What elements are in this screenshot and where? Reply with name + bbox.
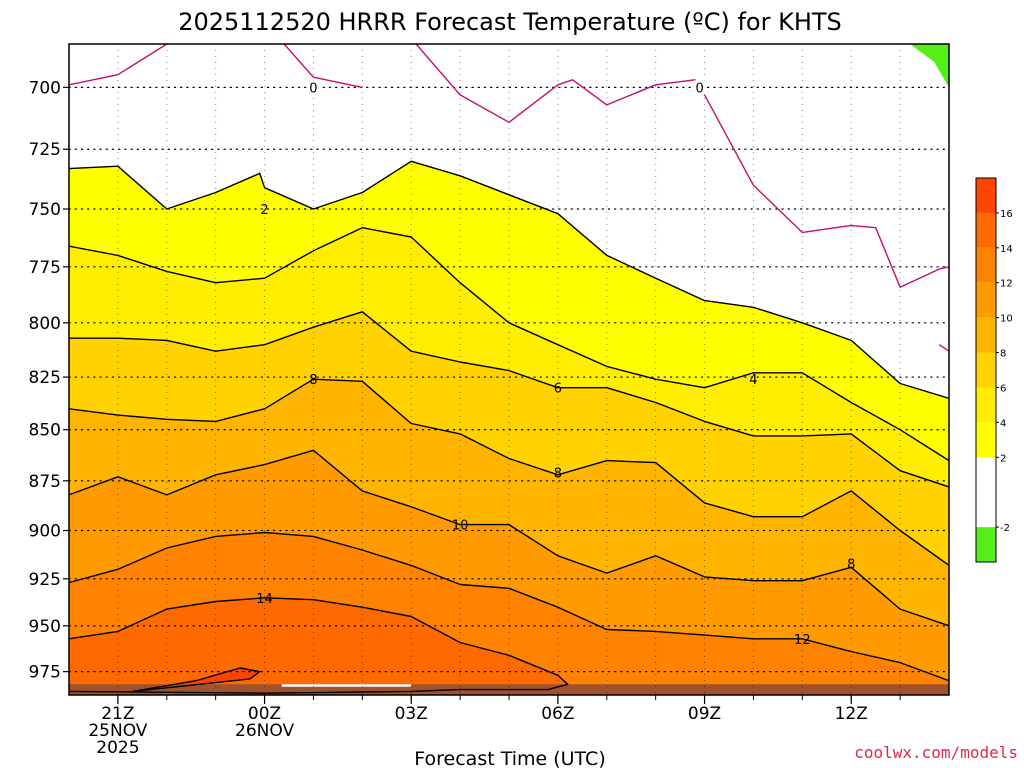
chart-title: 2025112520 HRRR Forecast Temperature (ºC…	[178, 8, 842, 36]
y-tick-label: 725	[29, 140, 61, 160]
contour-label: 14	[256, 592, 273, 607]
colorbar-swatch	[976, 422, 996, 458]
colorbar-swatch	[976, 247, 996, 283]
y-tick-label: 825	[29, 368, 61, 388]
x-tick-label: 26NOV	[235, 721, 294, 741]
temperature-fills	[69, 44, 949, 695]
contour-line	[132, 667, 261, 693]
colorbar-tick-label: 6	[1000, 383, 1006, 394]
contour-label: 8	[309, 373, 317, 388]
colorbar-swatch	[976, 527, 996, 562]
contour-label: 4	[749, 373, 757, 388]
colorbar-tick-label: 4	[1000, 418, 1006, 429]
contour-label: 8	[554, 467, 562, 482]
y-tick-label: 800	[29, 314, 61, 334]
contour-line	[69, 226, 949, 462]
contour-label: 0	[696, 81, 704, 96]
contour-line	[69, 311, 949, 488]
x-axis-label: Forecast Time (UTC)	[414, 748, 605, 768]
credit-text: coolwx.com/models	[854, 743, 1018, 762]
colorbar-tick-label: 12	[1000, 279, 1013, 290]
contour-line	[69, 378, 949, 566]
y-tick-label: 900	[29, 522, 61, 542]
colorbar-swatch	[976, 282, 996, 318]
colorbar-tick-label: 14	[1000, 244, 1013, 255]
colorbar-tick-label: 8	[1000, 349, 1006, 360]
x-tick-label: 25NOV	[88, 721, 147, 741]
y-tick-label: 875	[29, 472, 61, 492]
colorbar-tick-label: -2	[1000, 523, 1010, 534]
contour-line	[283, 44, 363, 89]
y-tick-label: 750	[29, 200, 61, 220]
colorbar-swatch	[976, 492, 996, 528]
y-tick-label: 975	[29, 663, 61, 683]
contour-labels: 0 0 2 4 6 8 8 8 10 12 14	[256, 80, 855, 648]
colorbar-swatch	[976, 352, 996, 388]
contour-label-bg	[307, 80, 320, 95]
contour-line	[69, 531, 949, 682]
x-tick-label: 09Z	[688, 704, 721, 724]
x-tick-label: 03Z	[395, 704, 428, 724]
x-tick-label: 2025	[96, 738, 139, 758]
contour-label: 10	[452, 519, 469, 534]
y-axis: 700 725 750 775 800 825 850 875 900 925 950 975	[29, 78, 69, 683]
x-tick-label: 21Z	[101, 704, 134, 724]
contour-label: 6	[554, 382, 562, 397]
contour-label: 2	[260, 203, 268, 218]
y-tick-label: 925	[29, 570, 61, 590]
colorbar-swatch	[976, 178, 996, 213]
colorbar-tick-label: 2	[1000, 453, 1006, 464]
fill-14-to-16	[69, 597, 568, 694]
colorbar-tick-label: 16	[1000, 209, 1013, 220]
x-tick-label: 00Z	[248, 704, 281, 724]
colorbar-swatch	[976, 387, 996, 423]
colorbar-swatch	[976, 457, 996, 493]
colorbar-swatch	[976, 317, 996, 353]
colorbar: -2 2 4 6 8 10 12 14 16	[975, 177, 1013, 563]
y-tick-label: 775	[29, 258, 61, 278]
fill-below-minus-2	[875, 44, 949, 88]
contour-label: 0	[309, 81, 317, 96]
contour-line	[69, 160, 949, 399]
y-tick-label: 700	[29, 78, 61, 98]
contour-label: 8	[847, 557, 855, 572]
colorbar-tick-label: 10	[1000, 314, 1013, 325]
x-tick-label: 06Z	[541, 704, 574, 724]
colorbar-frame	[975, 177, 997, 563]
colorbar-swatch	[976, 212, 996, 248]
contour-line	[69, 449, 949, 627]
x-tick-label: 12Z	[835, 704, 868, 724]
ground-notch	[281, 684, 412, 687]
y-tick-label: 850	[29, 421, 61, 441]
contour-line	[69, 44, 168, 86]
temperature-contours	[69, 44, 949, 694]
contour-line	[69, 597, 569, 694]
contour-label-bg	[693, 80, 706, 95]
y-tick-label: 950	[29, 617, 61, 637]
contour-line	[938, 344, 949, 352]
contour-label: 12	[794, 633, 811, 648]
fill-above-16	[132, 668, 260, 692]
